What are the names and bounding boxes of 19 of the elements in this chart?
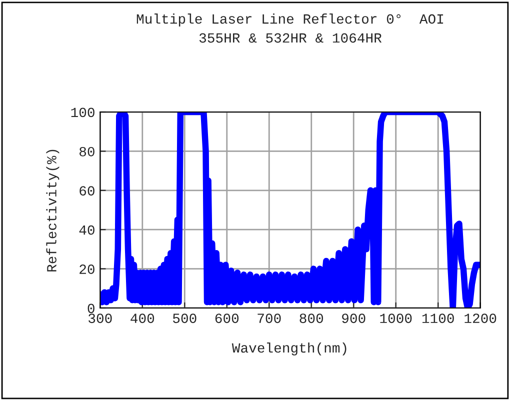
x-tick-label: 900 — [342, 314, 366, 324]
x-tick-label: 1200 — [464, 314, 496, 324]
x-axis-title: Wavelength(nm) — [232, 342, 346, 356]
x-tick-label: 500 — [173, 314, 196, 324]
chart-title: Multiple Laser Line Reflector 0° AOI 355HR & 532HR & 1064HR — [136, 14, 444, 43]
x-tick-label: 400 — [130, 314, 154, 324]
x-tick-label: 300 — [88, 314, 112, 324]
x-tick-label: 600 — [215, 314, 239, 324]
y-tick-label: 0 — [88, 304, 94, 314]
y-axis-title: Reflectivity(%) — [46, 150, 60, 272]
x-tick-label: 800 — [300, 314, 324, 324]
x-tick-label: 700 — [258, 314, 281, 324]
y-tick-label: 80 — [80, 146, 94, 156]
y-tick-label: 20 — [80, 264, 94, 274]
y-tick-label: 60 — [80, 186, 94, 196]
x-tick-label: 1100 — [422, 314, 454, 324]
y-tick-label: 100 — [71, 108, 94, 118]
y-tick-label: 40 — [79, 225, 94, 235]
x-tick-label: 1000 — [380, 314, 412, 324]
